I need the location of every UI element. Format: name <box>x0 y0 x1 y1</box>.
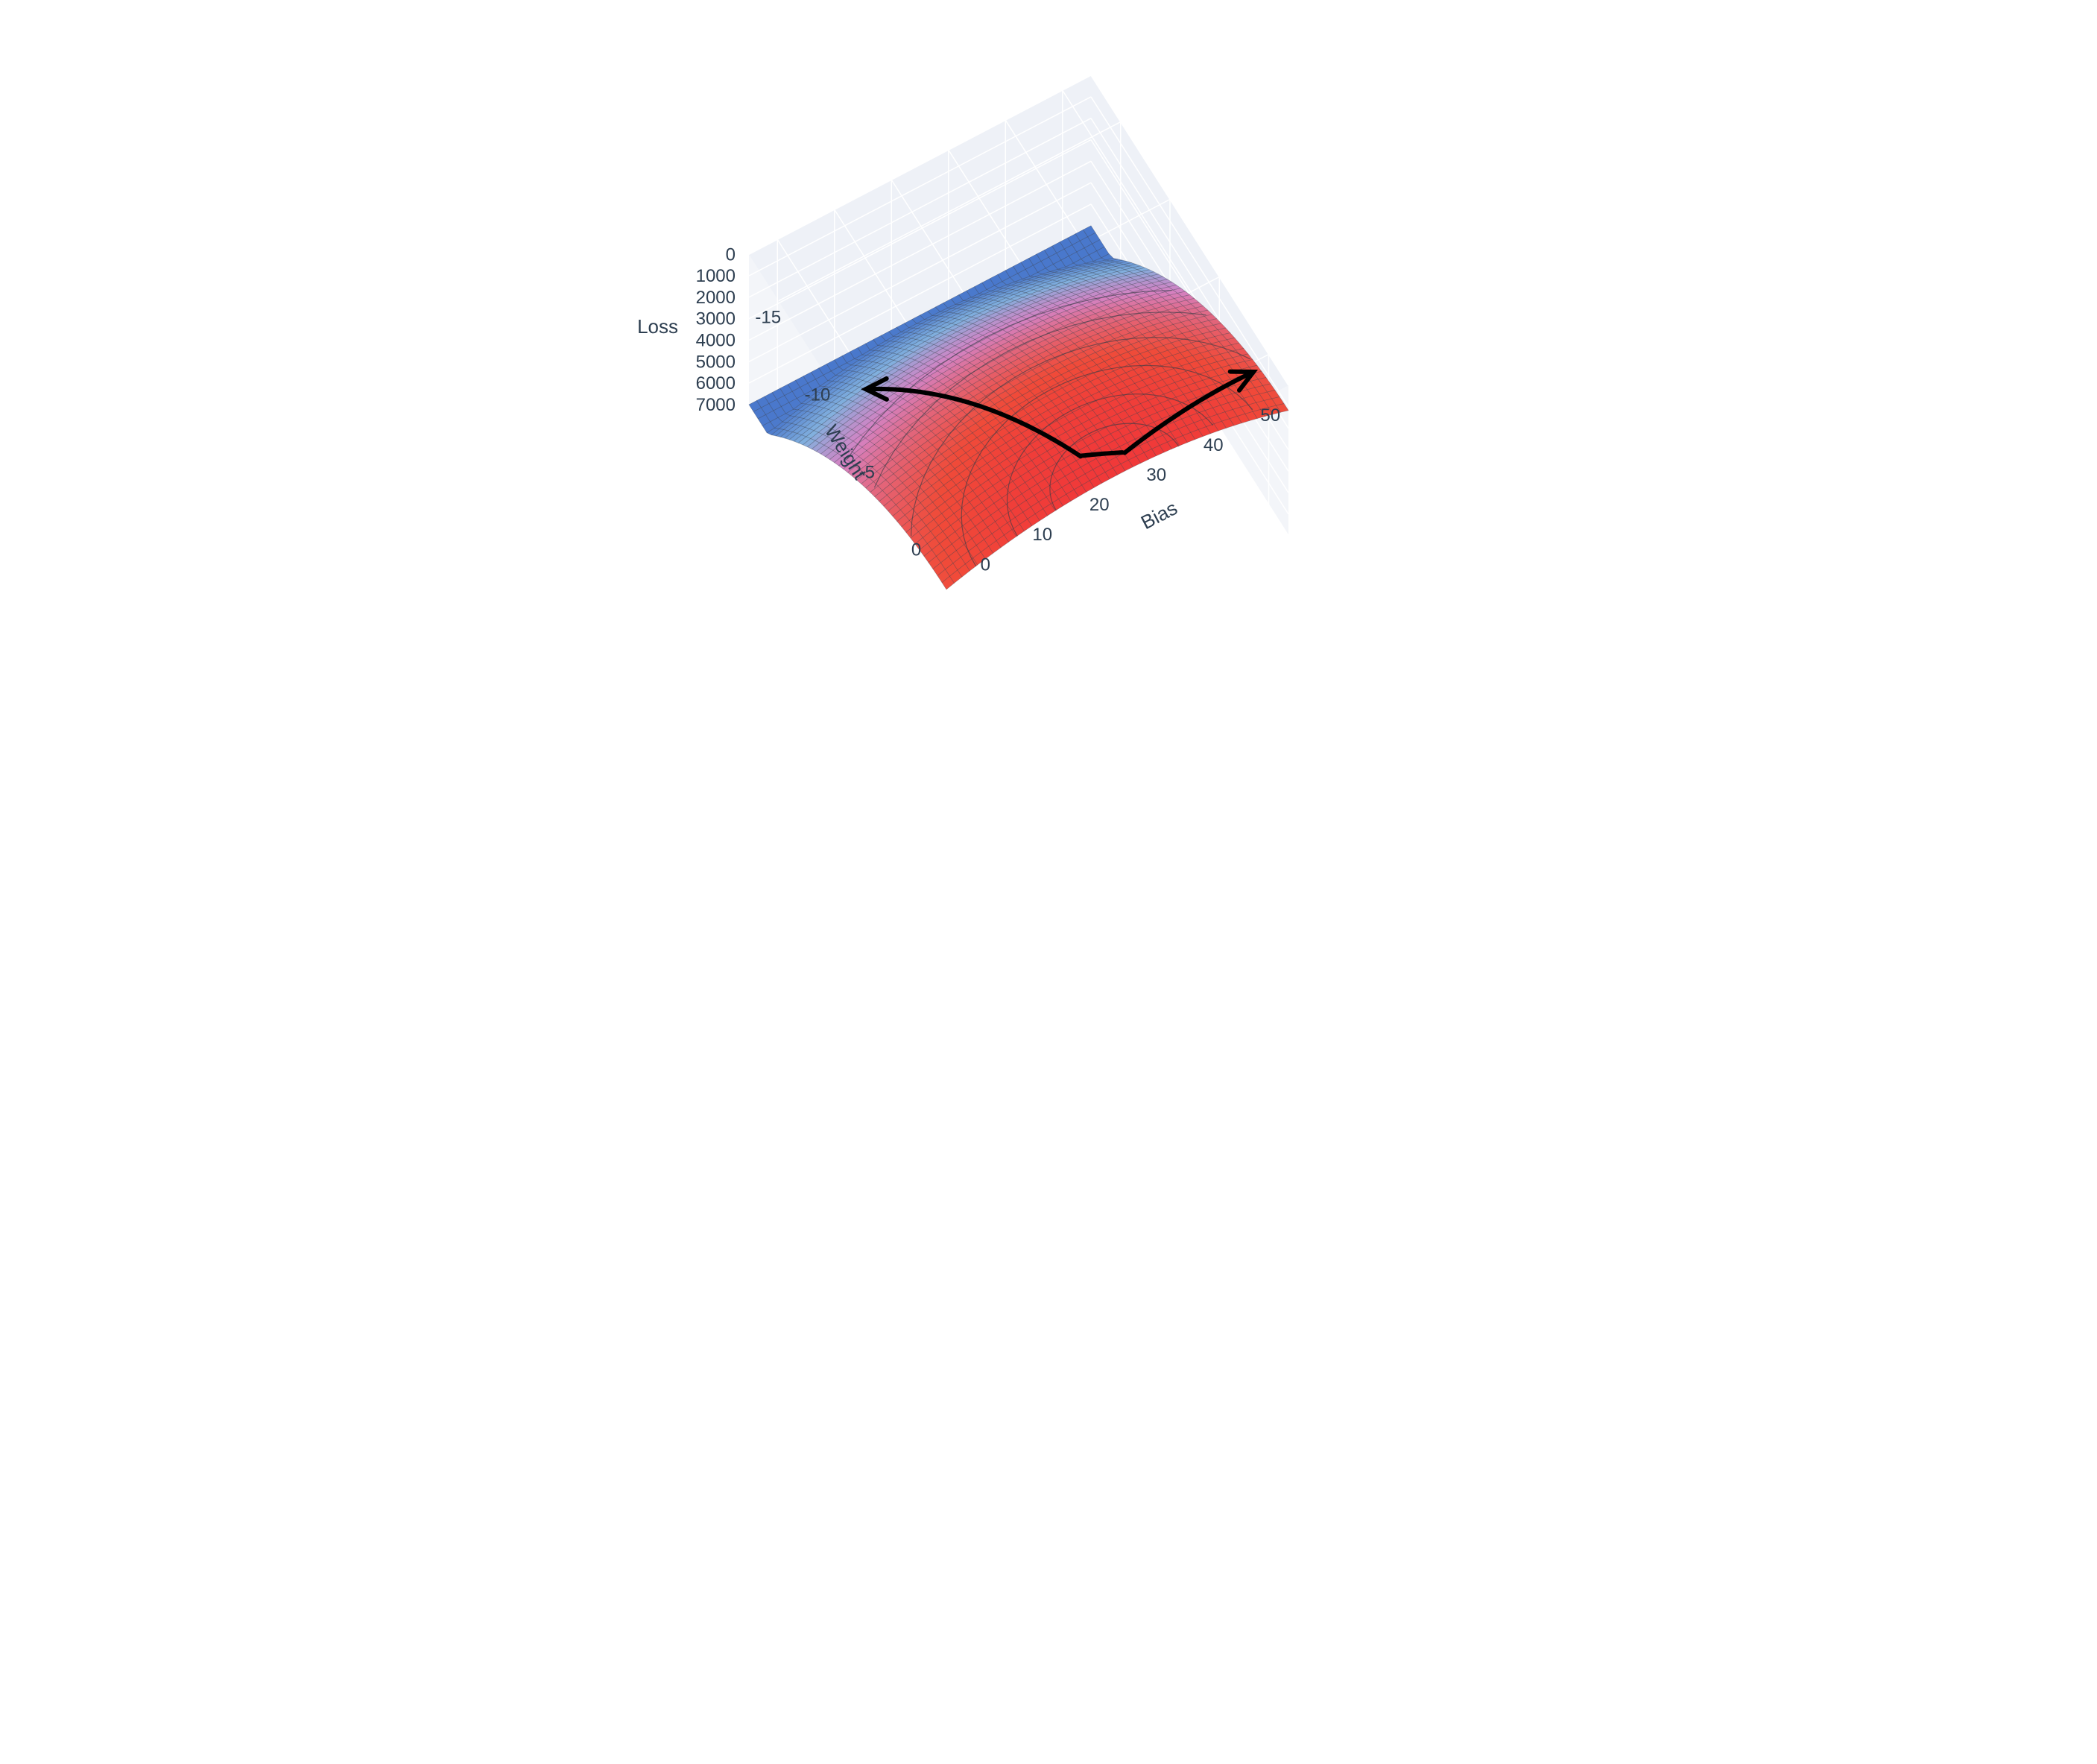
y-tick-label: 50 <box>1260 405 1280 426</box>
y-tick-label: 10 <box>1032 525 1052 545</box>
y-axis-label: Bias <box>1137 496 1181 534</box>
z-tick-label: 0 <box>726 244 736 265</box>
z-tick-label: 1000 <box>696 266 736 286</box>
loss-surface-3d-chart: 01000200030004000500060007000Loss-15-10-… <box>601 0 1496 753</box>
y-tick-label: 0 <box>981 554 990 575</box>
y-tick-label: 30 <box>1146 465 1166 485</box>
y-tick-label: 40 <box>1204 435 1224 455</box>
z-tick-label: 6000 <box>696 373 736 393</box>
y-tick-label: 20 <box>1089 495 1110 515</box>
x-tick-label: 0 <box>911 540 921 560</box>
x-tick-label: -15 <box>755 308 781 328</box>
z-axis-label: Loss <box>637 315 678 338</box>
z-tick-label: 5000 <box>696 352 736 372</box>
z-tick-label: 4000 <box>696 330 736 350</box>
chart-svg: 01000200030004000500060007000Loss-15-10-… <box>601 0 1496 753</box>
z-tick-label: 7000 <box>696 395 736 415</box>
z-tick-label: 3000 <box>696 309 736 329</box>
x-tick-label: -10 <box>805 385 831 405</box>
z-tick-label: 2000 <box>696 288 736 308</box>
